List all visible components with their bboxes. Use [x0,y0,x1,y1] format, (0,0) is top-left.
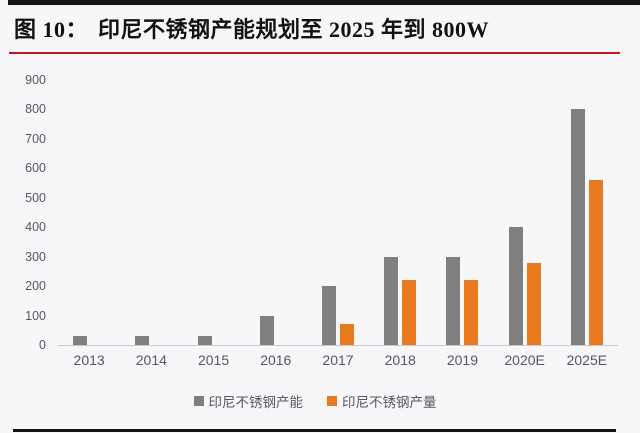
top-divider [8,0,640,5]
output-bar-2025E [588,180,603,345]
capacity-bar-2016 [259,315,274,345]
y-tick-100: 100 [25,308,46,323]
bottom-divider [13,429,616,432]
output-bar-2020E [526,262,541,345]
capacity-bar-2017 [321,286,336,345]
bar-group-2020E [494,80,556,345]
y-tick-200: 200 [25,279,46,294]
capacity-bar-2020E [508,227,523,345]
capacity-bar-2015 [197,336,212,345]
capacity-bar-2019 [446,256,461,345]
x-tick-2015: 2015 [197,352,230,368]
bar-group-2014 [120,80,182,345]
bar-group-2019 [431,80,493,345]
bar-group-2017 [307,80,369,345]
legend-output-label: 印尼不锈钢产量 [342,395,437,410]
bar-group-2015 [182,80,244,345]
output-bar-2018 [402,280,417,345]
x-tick-2013: 2013 [73,352,105,368]
capacity-bar-2018 [384,256,399,345]
bar-group-2018 [369,80,431,345]
x-tick-2016: 2016 [260,352,292,368]
x-axis: 2013 2014 2015 2016 2017 2018 2019 2020E 2025E [58,352,618,368]
figure-label: 图 10： [14,17,89,42]
bar-group-2025E [556,80,618,345]
y-tick-400: 400 [25,220,46,235]
y-tick-700: 700 [25,131,46,146]
y-tick-0: 0 [39,338,46,352]
y-tick-500: 500 [25,190,46,205]
legend-capacity-label: 印尼不锈钢产能 [208,395,304,410]
figure-title: 图 10： 印尼不锈钢产能规划至 2025 年到 800W [14,12,630,44]
capacity-bar-2025E [570,109,585,345]
x-tick-2017: 2017 [322,352,354,368]
bar-group-2016 [245,80,307,345]
x-tick-2014: 2014 [135,352,167,368]
output-bar-2019 [464,280,479,345]
y-tick-800: 800 [25,102,46,117]
output-bar-2017 [339,324,354,345]
figure-title-text: 印尼不锈钢产能规划至 2025 年到 800W [98,17,490,42]
x-tick-2025E: 2025E [566,352,608,368]
bar-group-2013 [58,80,120,345]
y-tick-300: 300 [25,249,46,264]
legend-item-output: 印尼不锈钢产量 [327,391,437,411]
plot-area [58,80,618,346]
capacity-bar-2013 [73,336,88,345]
x-tick-2019: 2019 [446,352,478,368]
x-tick-2018: 2018 [384,352,416,368]
capacity-swatch-icon [193,396,204,406]
y-tick-900: 900 [25,73,46,87]
output-swatch-icon [327,396,337,406]
x-tick-2020E: 2020E [504,352,545,368]
legend-item-capacity: 印尼不锈钢产能 [193,391,304,411]
y-axis: 0 100 200 300 400 500 600 700 800 900 [0,73,46,352]
y-tick-600: 600 [25,161,46,176]
capacity-bar-2014 [135,336,150,345]
title-underline [9,52,620,54]
legend: 印尼不锈钢产能 印尼不锈钢产量 [0,391,630,411]
